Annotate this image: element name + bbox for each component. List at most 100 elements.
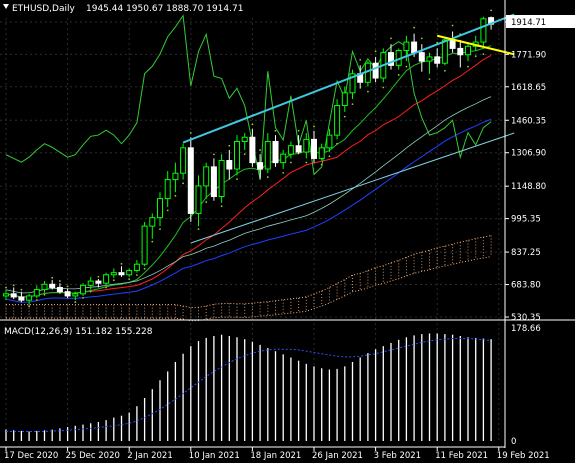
sar-dot [297,129,300,132]
candle-body [334,105,341,136]
cloud-area [5,235,492,322]
candle-body [280,153,287,164]
candle-body [210,166,217,197]
candle-body [226,160,233,170]
candle-body [303,138,310,153]
sar-dot [266,176,269,178]
candle-body [3,293,9,297]
price-tick-label: 1306.90 [511,149,546,159]
symbol-marker-icon [3,4,9,9]
cloud-lower [6,256,492,322]
sar-dot [490,9,492,12]
sar-dot [236,178,238,181]
candle-body [434,56,441,64]
momentum-line [5,14,492,180]
time-tick-label: 25 Dec 2020 [66,451,120,461]
sar-dot [382,86,385,89]
sar-dot [89,290,92,293]
resistance-line [436,34,515,56]
sar-dot [182,182,185,185]
candle-body [172,172,179,181]
candle-body [272,140,279,164]
grid [0,18,505,441]
candle-body [18,296,25,301]
sar-dot [243,153,246,156]
ohlc-header: 1945.44 1950.67 1888.70 1914.71 [86,4,243,14]
candle-body [449,39,456,49]
candle-body [149,217,156,227]
price-tick-label: 837.25 [511,248,541,258]
trend-line-lower [190,132,515,244]
chart-title: ETHUSD,Daily [12,4,75,14]
sar-dot [367,90,369,93]
sar-dot [120,262,123,265]
candle-body [311,138,317,159]
sar-dot [97,275,100,278]
time-tick-label: 17 Dec 2020 [4,451,58,461]
candle-body [441,39,448,64]
chart-title-group: ETHUSD,Daily 1945.44 1950.67 1888.70 191… [3,4,243,14]
candle-body [264,140,271,170]
sar-dot [467,65,469,68]
sar-dot [351,103,354,106]
sar-dot [413,26,415,29]
price-tick-label: 1460.35 [511,116,546,126]
sar-dot [20,288,23,291]
candle-body [257,162,264,170]
candle-body [110,272,117,276]
candle-body [126,270,133,276]
current-price-box [506,15,575,28]
candle-body [80,284,86,295]
candle-body [326,134,333,149]
sar-dot [343,115,346,118]
sar-dot [143,267,146,270]
candle-body [349,73,356,94]
time-tick-label: 2 Jan 2021 [127,451,173,461]
price-tick-label: 995.35 [511,215,541,225]
sar-dot [220,205,223,208]
price-tick-label: 1148.80 [511,182,546,192]
candle-body [249,136,256,164]
candle-body [157,198,163,219]
sar-dot [174,194,177,197]
sar-dot [482,53,485,56]
cloud-upper [6,235,492,309]
price-tick-label: 530.35 [511,313,541,323]
candle-body [41,283,48,291]
candle-body [33,289,40,297]
sar-dot [313,125,315,128]
sar-dot [197,228,200,231]
sar-dot [259,149,261,151]
candle-body [56,286,63,293]
macd-label: MACD(12,26,9) 151.182 155.228 [4,327,153,337]
candle-body [180,147,187,174]
sar-dot [359,58,362,61]
sar-dot [74,301,77,303]
candle-body [287,145,294,155]
sar-dot [290,161,292,164]
candle-body [95,280,102,284]
sar-dot [59,280,61,282]
sar-dot [51,276,54,279]
sar-dot [189,131,192,134]
trend-lines [182,13,515,244]
sar-dot [35,299,38,301]
candle-body [195,185,202,214]
sar-dot [213,153,215,156]
candle-body [72,293,79,297]
candle-body [457,47,464,56]
candle-body [164,179,171,200]
price-tick-label: 1618.65 [511,83,546,93]
candles [3,16,495,305]
sar-dot [328,155,331,158]
sar-dot [228,144,231,147]
candle-body [118,272,125,276]
candle-body [203,166,210,187]
trend-line-upper [182,13,515,144]
candle-body [418,52,425,62]
candle-body [141,225,148,265]
time-tick-label: 26 Jan 2021 [312,451,363,461]
